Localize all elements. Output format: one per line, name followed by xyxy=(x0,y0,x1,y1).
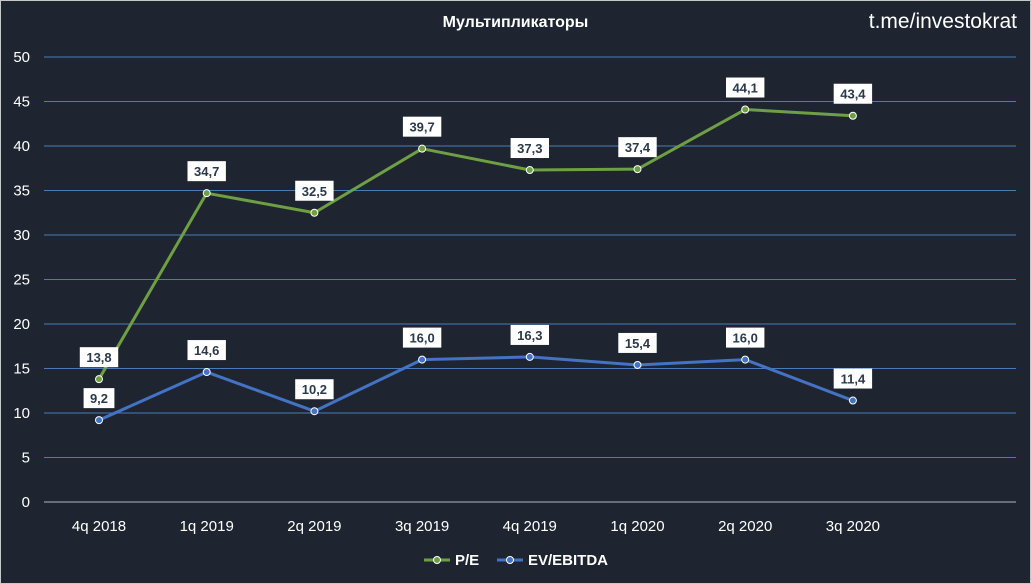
data-label: 14,6 xyxy=(194,343,219,358)
data-label-box xyxy=(295,379,334,400)
data-point xyxy=(310,208,319,217)
data-label: 9,2 xyxy=(90,391,108,406)
data-point xyxy=(741,105,750,114)
legend-swatch-marker xyxy=(506,556,514,564)
data-label: 39,7 xyxy=(409,120,434,135)
data-point xyxy=(310,407,319,416)
data-point xyxy=(418,144,427,153)
y-tick-label: 10 xyxy=(13,405,30,422)
data-label: 15,4 xyxy=(625,336,651,351)
data-label: 10,2 xyxy=(302,382,327,397)
legend-swatch-marker xyxy=(433,556,441,564)
data-label-box xyxy=(510,138,549,159)
y-tick-label: 45 xyxy=(13,94,30,111)
x-axis: 4q 2018 1q 2019 2q 2019 3q 2019 4q 2019 1q 20… xyxy=(72,518,880,535)
data-label: 44,1 xyxy=(733,81,758,96)
data-point xyxy=(95,375,103,384)
series-points xyxy=(95,105,857,425)
y-tick-label: 35 xyxy=(13,183,30,200)
data-label-box xyxy=(402,116,442,137)
data-label-box xyxy=(83,388,115,409)
series-line-1 xyxy=(98,355,854,422)
gridlines xyxy=(44,56,1016,503)
x-tick-label: 3q 2019 xyxy=(395,518,449,535)
data-label: 37,4 xyxy=(625,140,651,155)
data-label-box xyxy=(510,324,549,345)
chart-title: Мультипликаторы xyxy=(442,14,589,31)
data-point xyxy=(633,165,642,174)
data-label: 11,4 xyxy=(841,372,866,387)
x-tick-label: 3q 2020 xyxy=(826,518,880,535)
data-label: 34,7 xyxy=(194,164,219,179)
data-label-box xyxy=(726,77,765,98)
data-point xyxy=(525,166,534,175)
y-tick-label: 15 xyxy=(13,361,30,378)
data-point xyxy=(741,355,750,364)
y-tick-label: 20 xyxy=(13,316,30,333)
data-label-box xyxy=(79,347,119,368)
data-point xyxy=(848,396,857,405)
series-line-0 xyxy=(97,108,853,380)
data-label: 32,5 xyxy=(302,184,327,199)
y-tick-label: 50 xyxy=(13,49,30,66)
data-point xyxy=(525,352,534,361)
legend: P/E EV/EBITDA xyxy=(424,552,608,569)
x-tick-label: 1q 2019 xyxy=(180,518,234,535)
y-axis: 0 5 10 15 20 25 30 35 40 45 50 xyxy=(13,49,30,511)
data-label-box xyxy=(187,161,226,182)
data-point xyxy=(95,416,103,425)
y-tick-label: 5 xyxy=(22,450,30,467)
data-label: 13,8 xyxy=(86,350,111,365)
x-tick-label: 2q 2020 xyxy=(718,518,772,535)
data-point xyxy=(202,368,211,377)
data-label: 16,0 xyxy=(409,331,434,346)
y-tick-label: 30 xyxy=(13,227,30,244)
series-lines xyxy=(97,108,854,422)
data-point xyxy=(418,355,427,364)
data-label-box xyxy=(618,137,657,158)
x-tick-label: 4q 2019 xyxy=(503,518,557,535)
watermark-text: t.me/investokrat xyxy=(868,10,1017,33)
data-point xyxy=(202,189,211,198)
x-tick-label: 2q 2019 xyxy=(287,518,341,535)
data-point xyxy=(848,111,857,120)
data-label: 43,4 xyxy=(840,87,866,102)
data-label: 16,0 xyxy=(733,331,758,346)
data-labels: 13,8 34,7 32,5 39,7 37,3 37,4 44,1 43,4 9,2 14,6 1… xyxy=(79,77,873,409)
legend-label: P/E xyxy=(455,552,479,569)
data-label-box xyxy=(833,368,873,389)
y-tick-label: 25 xyxy=(13,272,30,289)
x-tick-label: 1q 2020 xyxy=(610,518,664,535)
x-tick-label: 4q 2018 xyxy=(72,518,126,535)
y-tick-label: 0 xyxy=(22,494,30,511)
data-label-box xyxy=(187,340,226,361)
data-label: 37,3 xyxy=(517,141,542,156)
data-label-box xyxy=(726,327,765,348)
y-tick-label: 40 xyxy=(13,138,30,155)
data-label-box xyxy=(402,327,442,348)
data-label: 16,3 xyxy=(517,328,542,343)
legend-label: EV/EBITDA xyxy=(528,552,608,569)
data-label-box xyxy=(618,332,657,353)
data-label-box xyxy=(295,180,334,201)
data-label-box xyxy=(833,83,873,104)
data-point xyxy=(633,360,642,369)
